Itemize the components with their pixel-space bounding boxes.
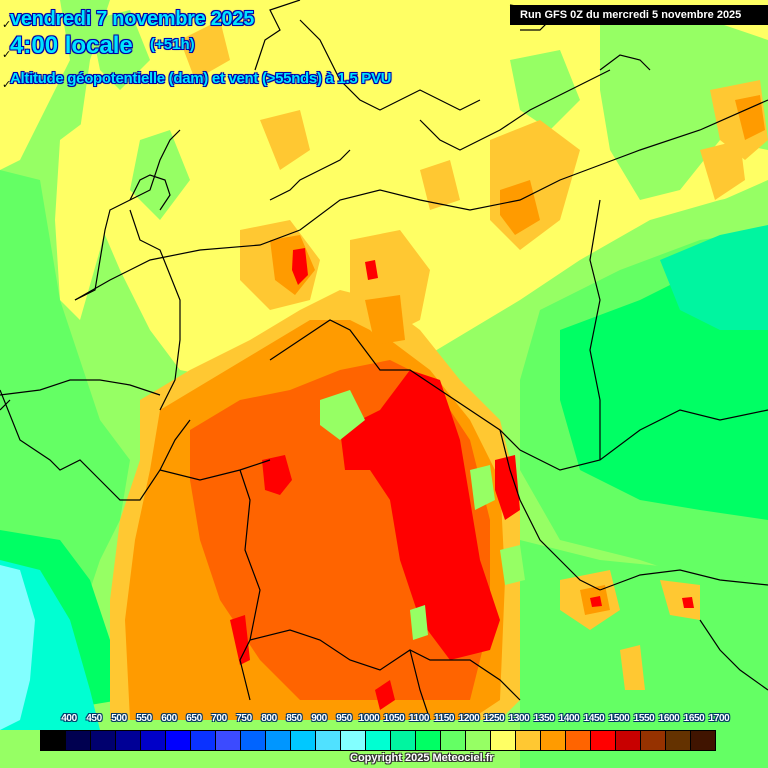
field-red-north-1 [292,248,308,285]
field-orange-north-2 [365,295,405,345]
colorbar-label: 1450 [583,713,605,724]
colorbar-label: 650 [186,713,202,724]
field-light-orange-north-4 [420,160,460,210]
colorbar-label: 1000 [358,713,380,724]
colorbar-swatch [216,731,241,750]
colorbar-swatch [491,731,516,750]
wind-barb-icon: ✓ [2,19,12,31]
colorbar-label: 1650 [683,713,705,724]
colorbar-swatch [116,731,141,750]
colorbar-swatch [91,731,116,750]
colorbar-swatch [416,731,441,750]
colorbar-swatch [166,731,191,750]
colorbar-swatch [616,731,641,750]
colorbar-label: 1100 [408,713,430,724]
colorbar-label: 850 [286,713,302,724]
field-light-orange-ne-3 [700,140,745,200]
colorbar-swatch [516,731,541,750]
field-green-north-2 [130,130,190,220]
colorbar-swatch [366,731,391,750]
field-red-core-5 [375,680,395,710]
field-yellow-nw-band [55,110,120,320]
colorbar-swatch [466,731,491,750]
colorbar-swatch [41,731,66,750]
wind-barb-icon: ✓ [2,79,12,91]
copyright: Copyright 2025 Meteociel.fr [350,752,494,764]
colorbar-label: 1500 [608,713,630,724]
colorbar-swatch [66,731,91,750]
colorbar-label: 950 [336,713,352,724]
colorbar-swatch [541,731,566,750]
field-orange-ne-1 [500,180,540,235]
run-banner: Run GFS 0Z du mercredi 5 novembre 2025 [510,5,768,25]
field-green-ne [600,10,768,200]
coastlines [0,0,651,411]
colorbar-label: 450 [86,713,102,724]
field-aqua-east [660,225,768,330]
colorbar-label: 1050 [383,713,405,724]
field-light-orange-north-3 [260,110,310,170]
field-green-pocket-4 [410,605,428,640]
field-light-orange-north-5 [180,20,230,80]
colorbar-swatch [691,731,715,750]
field-yellow-west-strip [0,0,70,170]
field-red-core-2 [262,455,292,495]
field-green-pocket-1 [320,390,365,440]
field-red-core-3 [230,615,250,665]
field-orange-ne-2 [735,95,765,140]
field-red-north-2 [365,260,378,280]
colorbar-label: 1700 [708,713,730,724]
colorbar-label: 1250 [483,713,505,724]
forecast-time: 4:00 locale [10,32,133,59]
colorbar-label: 1550 [633,713,655,724]
country-borders [0,99,768,721]
colorbar-label: 1400 [558,713,580,724]
parameter-title: Altitude géopotentielle (dam) et vent (>… [10,70,392,87]
colorbar-swatch [241,731,266,750]
colorbar-label: 1200 [458,713,480,724]
colorbar-label: 900 [311,713,327,724]
colorbar-swatch [641,731,666,750]
field-red-se-1 [590,596,602,607]
field-light-orange-se-3 [620,645,645,690]
field-green-ne-2 [510,50,580,130]
colorbar-label: 550 [136,713,152,724]
colorbar-swatch [591,731,616,750]
colorbar-swatch [566,731,591,750]
field-red-core-1 [340,370,500,660]
colorbar-swatch [141,731,166,750]
colorbar-label: 500 [111,713,127,724]
colorbar-swatch [341,731,366,750]
field-green-north-1 [90,10,150,90]
colorbar-label: 750 [236,713,252,724]
colorbar-label: 600 [161,713,177,724]
field-green-pocket-3 [500,545,525,585]
colorbar-label: 1350 [533,713,555,724]
colorbar-label: 700 [211,713,227,724]
field-green-pocket-2 [470,465,495,510]
colorbar-swatch [391,731,416,750]
field-light-orange-se-2 [660,580,700,620]
colorbar [40,730,716,751]
colorbar-label: 800 [261,713,277,724]
field-red-se-2 [682,597,694,608]
colorbar-labels: 400 450 500 550 600 650 700 750 800 850 900 950 1000… [40,713,740,727]
wind-barb-icon: ✓ [2,49,12,61]
colorbar-swatch [291,731,316,750]
colorbar-swatch [316,731,341,750]
colorbar-label: 1300 [508,713,530,724]
field-cyan-sw [0,565,35,730]
field-red-core-4 [495,455,520,520]
forecast-date: vendredi 7 novembre 2025 [10,8,255,30]
colorbar-label: 1600 [658,713,680,724]
forecast-offset: (+51h) [150,36,195,53]
colorbar-swatch [441,731,466,750]
colorbar-swatch [266,731,291,750]
colorbar-swatch [191,731,216,750]
colorbar-label: 400 [61,713,77,724]
colorbar-swatch [666,731,691,750]
colorbar-label: 1150 [433,713,455,724]
